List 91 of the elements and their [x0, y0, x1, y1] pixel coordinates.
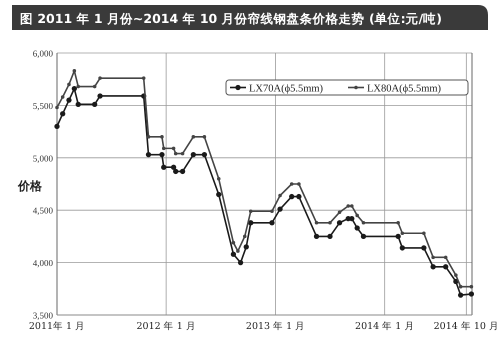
point [66, 98, 72, 103]
point [277, 206, 283, 212]
point [431, 256, 435, 260]
point [60, 95, 64, 99]
point [161, 164, 166, 170]
point [327, 234, 333, 240]
point [162, 146, 166, 150]
point [97, 93, 103, 99]
point [230, 252, 236, 257]
y-tick-label: 5,000 [32, 153, 54, 164]
point [454, 273, 458, 277]
point [296, 194, 302, 200]
point [216, 176, 221, 181]
point [146, 152, 152, 158]
point [314, 220, 318, 225]
point [421, 245, 427, 251]
point [236, 249, 240, 253]
point [278, 194, 282, 198]
point [458, 292, 464, 298]
point [354, 225, 360, 231]
legend-label: LX70A(ϕ5.5mm) [249, 84, 324, 94]
point [360, 234, 366, 240]
point [216, 192, 222, 198]
point [400, 245, 405, 251]
point [159, 152, 165, 158]
x-tick-label: 2014 年 1 月 [355, 320, 414, 332]
point [174, 152, 178, 156]
point [232, 240, 236, 244]
point [192, 135, 196, 139]
point [60, 111, 66, 116]
point [76, 84, 80, 88]
point [355, 214, 359, 218]
point [396, 234, 401, 240]
point [346, 204, 350, 208]
point [54, 124, 60, 129]
point [172, 146, 176, 150]
point [336, 220, 342, 226]
y-tick-label: 6,000 [32, 48, 54, 58]
y-tick-label: 4,500 [32, 206, 54, 216]
point [297, 182, 301, 186]
point [180, 152, 184, 156]
point [146, 135, 150, 139]
point [76, 102, 81, 107]
x-tick-label: 2013 年 1 月 [246, 320, 306, 332]
y-tick-label: 4,000 [32, 258, 54, 268]
point [314, 234, 320, 240]
point [468, 291, 474, 297]
y-tick-label: 5,500 [32, 100, 54, 111]
point [244, 244, 249, 250]
point [180, 168, 186, 174]
x-tick-label: 2014 年 10 月 [434, 320, 499, 332]
chart-title: 图 2011 年 1 月份~2014 年 10 月份帘线钢盘条价格走势 (单位:元/吨) [20, 11, 442, 26]
point [422, 231, 426, 236]
point [470, 284, 474, 288]
y-axis-title: 价格 [17, 179, 43, 193]
point [248, 209, 253, 214]
point [444, 256, 448, 260]
point [396, 220, 400, 225]
point [202, 135, 206, 139]
point [430, 264, 436, 270]
point [92, 84, 96, 88]
point [458, 284, 462, 288]
point [290, 182, 294, 186]
point [92, 102, 98, 107]
point [160, 135, 164, 139]
point [173, 168, 178, 174]
point [67, 82, 71, 86]
x-tick-label: 2011年 1 月 [28, 320, 86, 332]
point [328, 220, 332, 225]
point [72, 69, 76, 73]
point [98, 76, 102, 80]
point [400, 231, 404, 236]
point [362, 220, 366, 225]
point [269, 220, 275, 226]
point [338, 210, 342, 214]
point [238, 260, 244, 266]
y-tick-label: 3,500 [32, 310, 54, 320]
point [270, 209, 274, 214]
point [202, 152, 208, 158]
point [443, 264, 448, 270]
point [190, 152, 196, 158]
point [72, 86, 77, 92]
point [289, 194, 294, 200]
point [248, 220, 254, 226]
point [55, 106, 59, 110]
x-tick-label: 2012 年 1 月 [136, 320, 196, 332]
point [142, 76, 146, 80]
point [242, 234, 247, 238]
point [170, 164, 176, 170]
legend-label: LX80A(ϕ5.5mm) [367, 84, 442, 94]
point [350, 204, 354, 208]
